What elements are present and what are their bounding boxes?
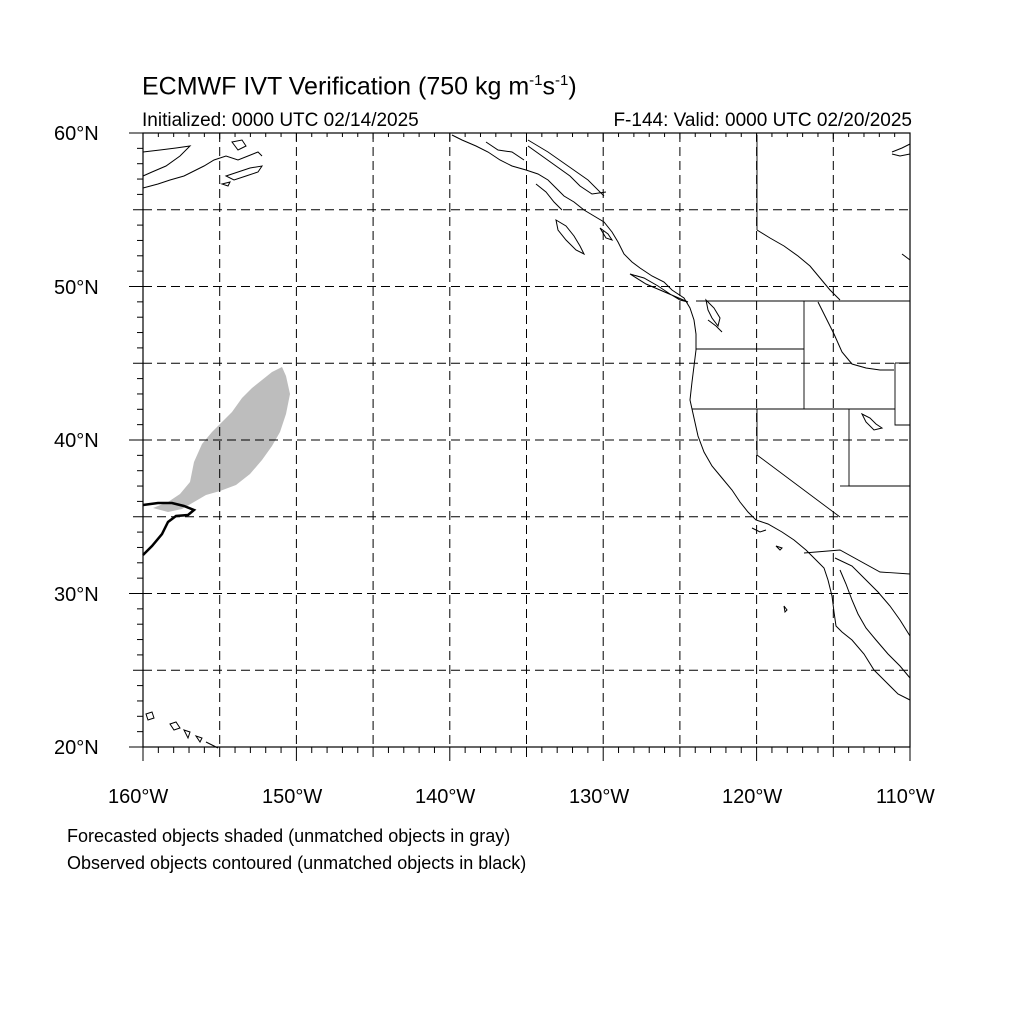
- lat-label-60n: 60°N: [54, 123, 99, 145]
- valid-time-label: F-144: Valid: 0000 UTC 02/20/2025: [613, 110, 912, 131]
- observed-object-contour: [142, 501, 197, 556]
- lon-label-160w: 160°W: [108, 786, 169, 808]
- lon-label-110w: 110°W: [876, 786, 935, 808]
- lat-label-20n: 20°N: [54, 737, 99, 759]
- map-frame: [142, 132, 911, 748]
- lat-label-40n: 40°N: [54, 430, 99, 452]
- observed-note: Observed objects contoured (unmatched ob…: [67, 853, 527, 873]
- init-time-label: Initialized: 0000 UTC 02/14/2025: [142, 110, 419, 131]
- lat-label-50n: 50°N: [54, 277, 99, 299]
- lon-label-140w: 140°W: [415, 786, 476, 808]
- political-borders: [527, 135, 911, 575]
- forecast-note: Forecasted objects shaded (unmatched obj…: [67, 826, 511, 846]
- lon-label-130w: 130°W: [569, 786, 630, 808]
- figure-title: ECMWF IVT Verification (750 kg m-1s-1): [142, 72, 577, 101]
- lat-label-30n: 30°N: [54, 584, 99, 606]
- lon-label-150w: 150°W: [262, 786, 323, 808]
- coastline: [142, 134, 911, 749]
- lon-label-120w: 120°W: [722, 786, 783, 808]
- map-grid: [143, 133, 910, 747]
